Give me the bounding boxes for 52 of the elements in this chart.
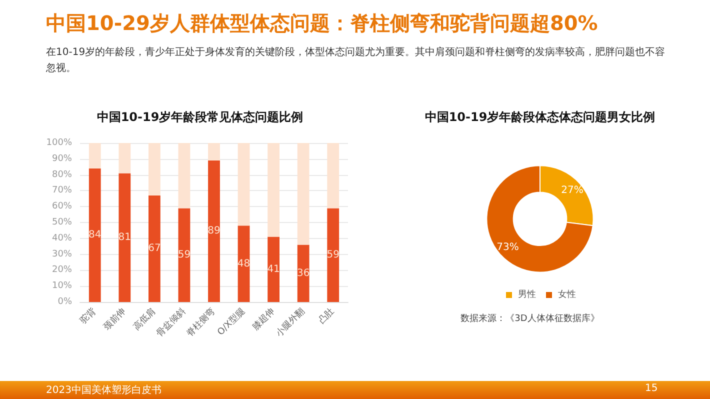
chart-title: 中国10-19岁年龄段体态体态问题男女比例 (424, 110, 656, 124)
x-tick-label: 凸肚 (316, 306, 337, 326)
bar (178, 208, 190, 302)
x-tick-label: 驼背 (78, 306, 98, 326)
data-label: 59 (178, 250, 191, 261)
data-label: 73% (496, 242, 519, 253)
bar (327, 143, 340, 208)
data-label: 27% (561, 184, 584, 196)
y-tick-label: 80% (52, 170, 72, 180)
bar (178, 143, 190, 208)
y-tick-label: 40% (52, 233, 72, 244)
data-label: 84 (88, 230, 102, 241)
bar (208, 160, 220, 302)
text: 15 (645, 383, 658, 394)
bar (297, 143, 310, 245)
bar (268, 143, 280, 237)
bar (208, 143, 220, 160)
bar (297, 244, 310, 302)
data-label: 36 (296, 268, 310, 279)
y-tick-label: 20% (52, 265, 72, 276)
bar (268, 236, 280, 302)
text: 在10-19岁的年龄段，青少年正处于身体发育的关键阶段，体型体态问题尤为重要。其中肩颈问题和脊柱侧弯的发病率较高，肥胖问题也不容忽视。 (46, 46, 666, 76)
y-tick-label: 0% (58, 297, 72, 307)
y-tick-label: 100% (46, 138, 72, 148)
bar (238, 143, 250, 226)
bar (88, 168, 101, 302)
x-tick-label: O/X型腿 (215, 306, 248, 338)
data-label: 81 (118, 232, 132, 244)
data-label: 41 (267, 264, 280, 275)
bar (238, 226, 250, 302)
chart-title: 中国10-19岁年龄段常见体态问题比例 (96, 110, 304, 124)
y-tick-label: 10% (52, 281, 72, 292)
bar (148, 143, 160, 196)
data-label: 59 (326, 250, 340, 261)
bar (118, 143, 131, 174)
text: 2023中国美体塑形白皮书 (46, 384, 162, 397)
y-tick-label: 60% (52, 202, 72, 212)
bar (88, 143, 101, 168)
y-tick-label: 90% (52, 154, 72, 164)
y-tick-label: 70% (52, 186, 72, 196)
bar (148, 195, 160, 302)
legend-label: 男性 (518, 289, 536, 300)
x-tick-label: 颈前伸 (101, 306, 128, 333)
y-tick-label: 50% (52, 218, 72, 228)
source-note: 数据来源：《3D人体体征数据库》 (460, 312, 600, 325)
y-tick-label: 30% (52, 249, 72, 260)
text: 中国10-29岁人群体型体态问题：脊柱侧弯和驼背问题超80% (46, 10, 598, 37)
bar (327, 208, 340, 302)
data-label: 89 (208, 226, 220, 237)
legend-label: 女性 (558, 289, 576, 300)
data-label: 67 (148, 243, 161, 254)
bar (118, 173, 131, 302)
